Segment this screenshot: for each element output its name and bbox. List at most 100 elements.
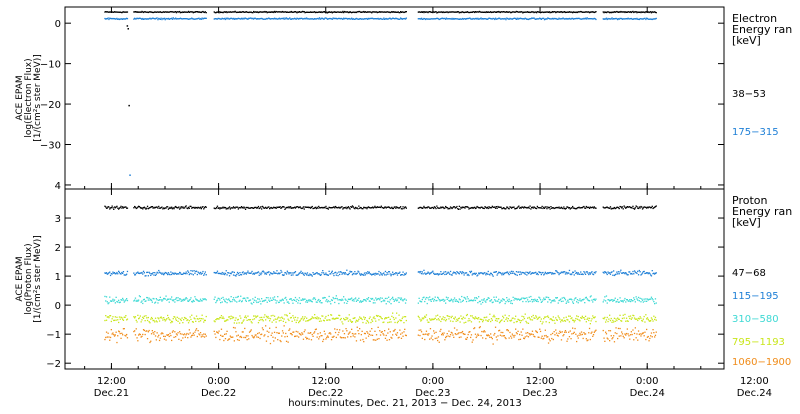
data-point: [627, 206, 629, 208]
data-point: [569, 330, 571, 332]
data-point: [266, 330, 268, 332]
data-point: [472, 339, 474, 341]
data-point: [335, 17, 337, 20]
data-point: [392, 334, 394, 336]
data-point: [571, 207, 573, 209]
data-point: [575, 17, 577, 20]
data-point: [341, 298, 343, 300]
data-point: [187, 337, 189, 339]
data-point: [358, 271, 360, 273]
data-point: [563, 11, 565, 13]
data-point: [573, 18, 575, 20]
data-point: [243, 206, 245, 208]
data-point: [298, 321, 300, 324]
data-point: [547, 11, 549, 13]
data-point: [359, 206, 362, 209]
data-point: [567, 206, 569, 208]
data-point: [268, 331, 270, 333]
data-point: [348, 11, 350, 14]
data-point: [221, 335, 223, 337]
data-point: [363, 274, 365, 276]
data-point: [366, 273, 368, 275]
data-point: [221, 207, 223, 209]
data-point: [277, 206, 279, 209]
data-point: [393, 300, 395, 302]
data-point: [432, 18, 434, 20]
data-point: [216, 205, 219, 207]
data-point: [105, 331, 108, 333]
data-point: [395, 11, 397, 13]
data-point: [386, 297, 388, 300]
data-point: [138, 317, 141, 319]
data-point: [585, 18, 587, 20]
data-point: [236, 271, 239, 274]
data-point: [253, 337, 255, 339]
data-point: [553, 272, 555, 275]
data-point: [564, 299, 567, 301]
data-point: [572, 18, 575, 20]
data-point: [309, 206, 311, 208]
data-point: [477, 11, 479, 13]
data-point: [255, 206, 257, 209]
data-point: [236, 206, 239, 208]
data-point: [173, 316, 175, 318]
data-point: [118, 18, 120, 20]
data-point: [489, 313, 491, 315]
data-point: [277, 273, 279, 275]
data-point: [568, 298, 571, 300]
data-point: [324, 297, 326, 299]
data-point: [126, 298, 128, 300]
data-point: [604, 18, 606, 20]
data-point: [595, 11, 597, 13]
data-point: [382, 321, 384, 324]
data-point: [595, 320, 597, 323]
data-point: [298, 206, 301, 208]
data-point: [490, 18, 492, 20]
data-point: [579, 207, 581, 209]
data-point: [294, 299, 296, 301]
data-point: [281, 317, 284, 319]
data-point: [163, 297, 165, 300]
data-point: [539, 328, 541, 330]
data-point: [377, 326, 379, 328]
data-point: [228, 18, 231, 20]
data-point: [627, 320, 629, 322]
data-point: [637, 11, 639, 13]
data-point: [651, 336, 653, 338]
data-point: [392, 312, 394, 314]
data-point: [432, 339, 434, 341]
data-point: [423, 269, 425, 271]
data-point: [178, 338, 180, 340]
data-point: [397, 320, 399, 322]
data-point: [453, 18, 456, 20]
data-point: [525, 332, 527, 334]
data-point: [392, 17, 395, 19]
data-point: [594, 330, 596, 332]
data-point: [372, 302, 374, 304]
data-point: [437, 274, 440, 276]
data-point: [314, 207, 316, 209]
data-point: [440, 328, 442, 331]
data-point: [223, 11, 225, 13]
data-point: [517, 330, 519, 332]
data-point: [535, 11, 537, 13]
data-point: [293, 331, 295, 333]
data-point: [142, 18, 145, 20]
data-point: [462, 316, 464, 318]
data-point: [503, 335, 505, 337]
data-point: [173, 18, 175, 20]
data-point: [451, 299, 453, 301]
data-point: [241, 322, 243, 324]
data-point: [296, 298, 298, 301]
data-point: [315, 301, 317, 303]
data-point: [187, 271, 190, 273]
data-point: [363, 316, 365, 318]
data-point: [483, 11, 485, 13]
data-point: [626, 299, 628, 301]
data-point: [433, 18, 436, 20]
data-point: [148, 271, 150, 273]
data-point: [553, 299, 555, 301]
data-point: [650, 275, 653, 277]
data-point: [323, 320, 325, 322]
data-point: [548, 11, 550, 13]
